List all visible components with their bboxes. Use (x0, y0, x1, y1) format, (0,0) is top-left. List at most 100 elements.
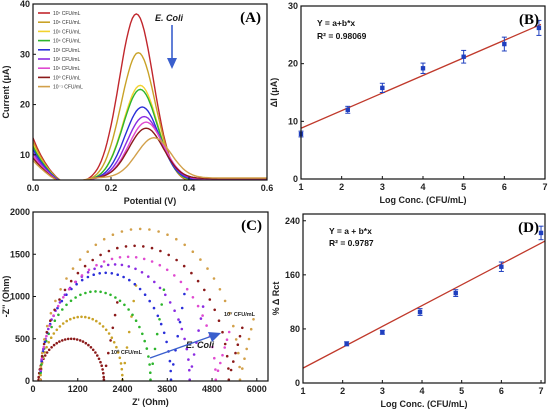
data-point (179, 280, 183, 284)
data-point (538, 230, 544, 236)
data-point (63, 288, 67, 292)
data-point (45, 351, 49, 354)
y-tick-label: 2000 (10, 207, 30, 217)
data-point (123, 303, 126, 307)
data-point (48, 324, 51, 327)
data-point (211, 345, 214, 349)
x-tick-label: 3 (380, 386, 385, 396)
data-point (45, 345, 48, 349)
panel-c-nyquist-chart: (C) 0 1200 2400 3600 4800 6000 Z' (Ohm) 0 500 1000… (1, 207, 269, 407)
data-point (47, 327, 50, 331)
data-point (86, 271, 90, 274)
data-point (227, 330, 231, 334)
data-point (104, 328, 108, 332)
data-point (165, 268, 169, 272)
data-point (236, 343, 240, 347)
annotation-e-coli: E. Coli (186, 340, 215, 350)
data-point (61, 339, 64, 342)
series-line (33, 115, 267, 180)
data-point (238, 334, 242, 338)
data-point (40, 351, 44, 355)
data-point (168, 359, 172, 363)
data-point (183, 292, 186, 296)
data-point (197, 329, 200, 332)
data-point (74, 280, 77, 284)
data-point (221, 353, 224, 357)
data-point (199, 317, 203, 320)
data-point (99, 290, 102, 294)
data-point (145, 347, 149, 350)
data-point (238, 378, 242, 382)
data-point (101, 325, 105, 328)
data-point (60, 299, 64, 303)
data-point (84, 291, 87, 295)
data-point (76, 271, 80, 275)
data-point (229, 368, 233, 372)
data-point (62, 296, 65, 299)
data-point (502, 41, 507, 47)
data-point (98, 272, 101, 275)
data-point (178, 320, 182, 324)
data-point (102, 378, 106, 382)
data-point (49, 311, 53, 315)
plot-frame (32, 211, 269, 382)
data-point (134, 255, 138, 259)
data-point (116, 351, 120, 354)
data-point (83, 264, 87, 268)
data-point (152, 306, 156, 310)
data-point (201, 305, 205, 308)
data-point (91, 348, 95, 352)
data-point (140, 271, 144, 274)
x-tick-label: 7 (542, 182, 547, 192)
data-point (45, 324, 49, 328)
x-tick-label: 2 (339, 182, 344, 192)
data-point (104, 271, 107, 275)
panel-a-dpv-chart: (A) 0.0 0.2 0.4 0.6 Potential (V) 10 20 30 40 Curr… (1, 0, 273, 206)
data-point (159, 249, 162, 253)
data-point (199, 258, 202, 261)
data-point (148, 228, 151, 231)
data-point (177, 318, 180, 321)
data-point (138, 287, 142, 291)
y-tick-label: 500 (15, 334, 30, 344)
data-point (133, 282, 137, 286)
data-point (147, 275, 150, 278)
data-point (344, 341, 349, 346)
arrow-head (167, 58, 177, 69)
data-point (214, 378, 218, 382)
data-point (100, 265, 103, 268)
legend-entry: 10⁶ CFU/mL (53, 20, 81, 26)
data-point (127, 308, 130, 311)
data-point (188, 378, 191, 382)
panel-d-rct-calibration-chart: (D) 1 2 3 4 5 6 7 Log Conc. (CFU/mL) 0 80 160 240 % Δ… (271, 213, 546, 409)
data-point (99, 360, 102, 364)
data-point (129, 228, 133, 231)
x-tick-label: 4 (420, 182, 425, 192)
data-point (169, 378, 173, 382)
data-point (61, 322, 65, 325)
data-point (63, 293, 67, 297)
data-point (245, 347, 248, 351)
data-point (104, 364, 108, 368)
x-tick-label: 1 (298, 182, 303, 192)
data-point (102, 371, 105, 375)
data-point (100, 364, 103, 368)
data-point (58, 301, 62, 304)
data-point (69, 337, 73, 341)
data-point (176, 334, 179, 338)
y-tick-label: 240 (285, 216, 300, 226)
data-point (218, 288, 222, 291)
x-tick-label: 2400 (113, 384, 133, 394)
x-tick-label: 4 (420, 386, 425, 396)
data-point (61, 308, 64, 311)
data-point (225, 338, 229, 342)
data-point (87, 268, 91, 272)
panel-label: (A) (240, 10, 261, 26)
data-point (40, 356, 44, 360)
data-point (173, 309, 176, 313)
data-point (143, 339, 146, 343)
series-line (33, 136, 267, 180)
data-point (249, 327, 253, 331)
x-tick-label: 2 (340, 386, 345, 396)
data-point (138, 325, 141, 329)
